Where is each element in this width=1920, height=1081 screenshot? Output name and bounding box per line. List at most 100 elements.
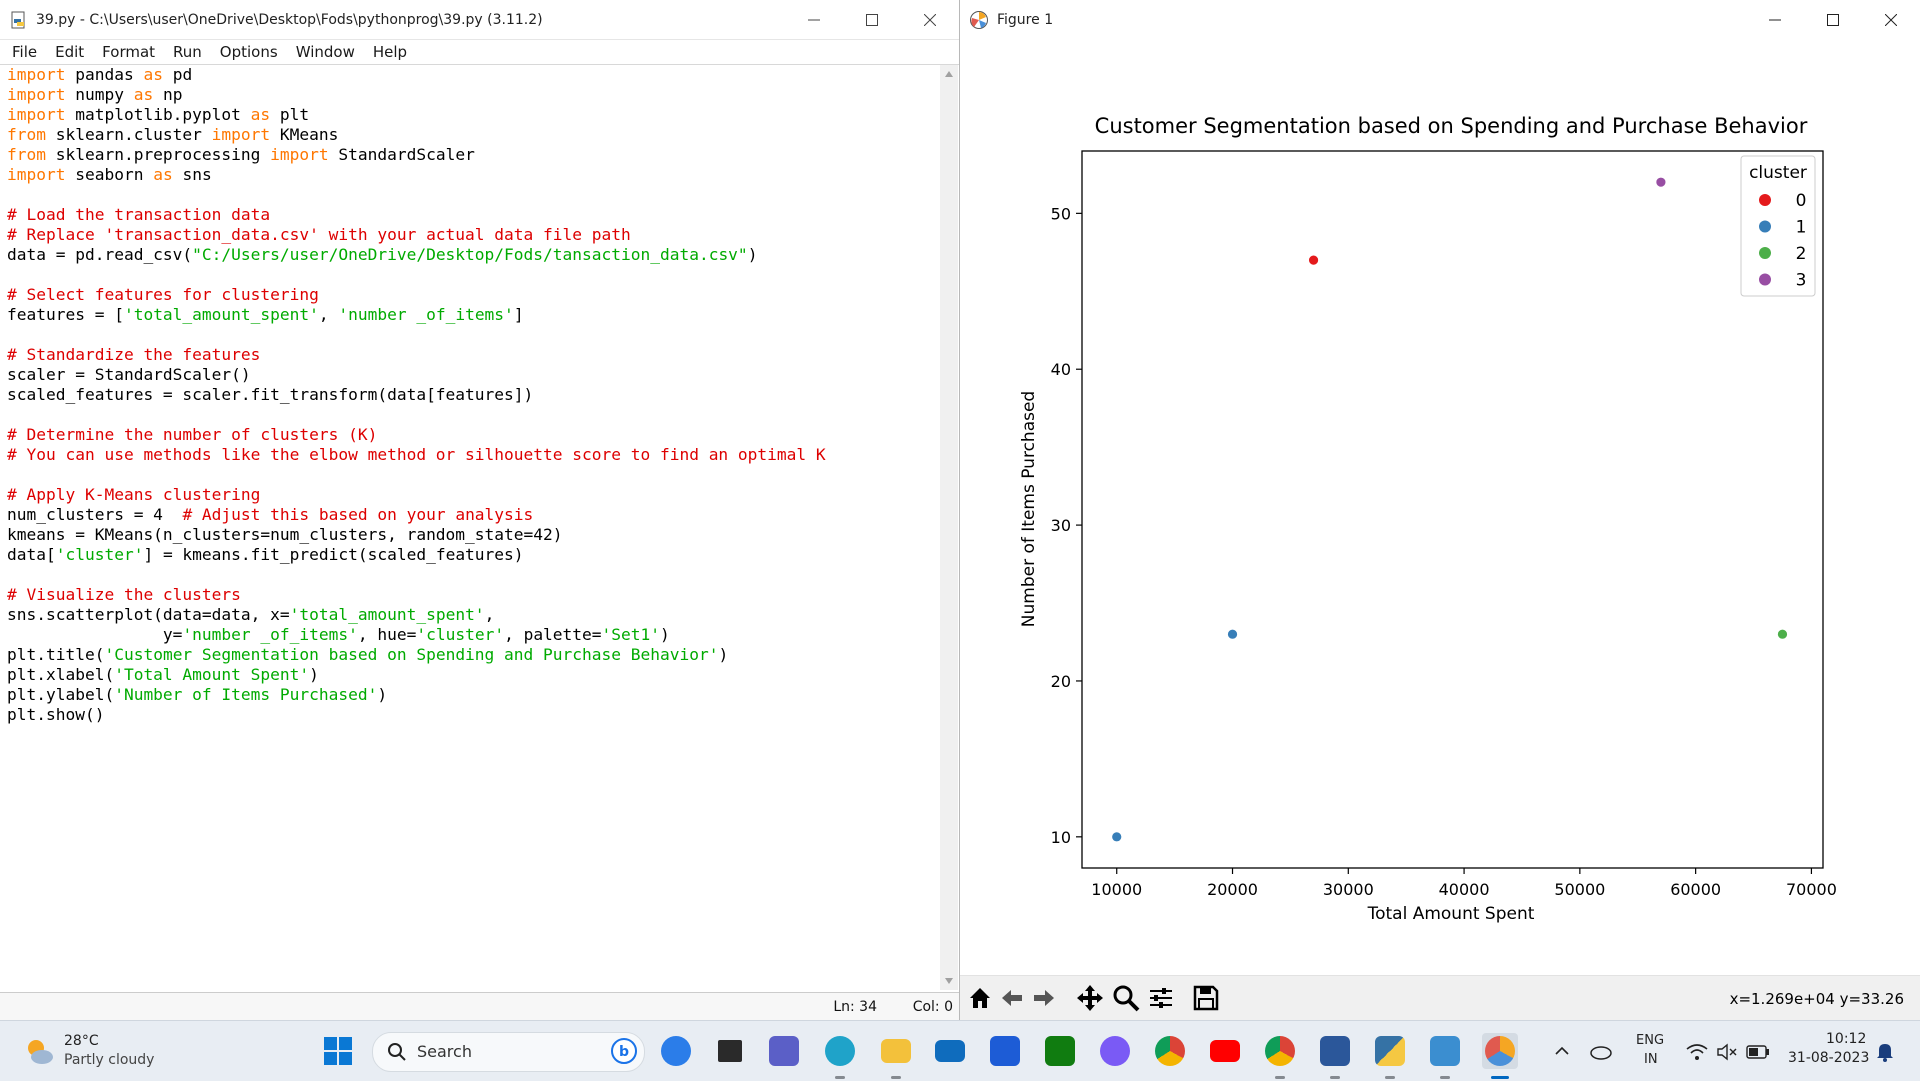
menu-run[interactable]: Run: [173, 43, 202, 61]
back-button[interactable]: [998, 984, 1026, 1012]
wifi-icon[interactable]: [1686, 1043, 1708, 1061]
code-line[interactable]: [7, 405, 940, 425]
python-app[interactable]: [1372, 1033, 1408, 1079]
figure-close-button[interactable]: [1862, 0, 1920, 39]
menu-edit[interactable]: Edit: [55, 43, 85, 61]
code-line[interactable]: import seaborn as sns: [7, 165, 940, 185]
code-line[interactable]: [7, 325, 940, 345]
scatter-chart[interactable]: Customer Segmentation based on Spending …: [960, 40, 1920, 975]
code-line[interactable]: import pandas as pd: [7, 65, 940, 85]
code-token: import: [270, 145, 329, 164]
language-code[interactable]: ENG: [1636, 1033, 1665, 1048]
legend: cluster 0 1 2 3: [1740, 155, 1816, 297]
code-line[interactable]: from sklearn.cluster import KMeans: [7, 125, 940, 145]
battery-icon[interactable]: [1746, 1045, 1770, 1059]
word-app[interactable]: [1317, 1033, 1353, 1079]
paint-app[interactable]: [1427, 1033, 1463, 1079]
code-line[interactable]: [7, 565, 940, 585]
taskbar-search[interactable]: Search b: [372, 1032, 645, 1072]
code-line[interactable]: # You can use methods like the elbow met…: [7, 445, 940, 465]
maximize-button[interactable]: [843, 0, 901, 39]
idle-titlebar[interactable]: 39.py - C:\Users\user\OneDrive\Desktop\F…: [0, 0, 959, 40]
code-line[interactable]: data['cluster'] = kmeans.fit_predict(sca…: [7, 545, 940, 565]
editor-scrollbar[interactable]: [940, 65, 958, 990]
code-token: plt.title(: [7, 645, 105, 664]
code-line[interactable]: # Visualize the clusters: [7, 585, 940, 605]
copilot-preview-app[interactable]: [658, 1033, 694, 1069]
menu-file[interactable]: File: [12, 43, 38, 61]
configure-subplots-button[interactable]: [1147, 984, 1175, 1012]
clock-date[interactable]: 31-08-2023: [1788, 1050, 1870, 1066]
code-line[interactable]: sns.scatterplot(data=data, x='total_amou…: [7, 605, 940, 625]
menu-help[interactable]: Help: [372, 43, 408, 61]
copilot-app[interactable]: [1097, 1033, 1133, 1069]
menu-options[interactable]: Options: [219, 43, 278, 61]
code-line[interactable]: plt.xlabel('Total Amount Spent'): [7, 665, 940, 685]
code-line[interactable]: [7, 465, 940, 485]
menu-format[interactable]: Format: [102, 43, 156, 61]
legend-entries: 0 1 2 3: [1759, 191, 1806, 291]
code-line[interactable]: plt.show(): [7, 705, 940, 725]
forward-button[interactable]: [1030, 984, 1058, 1012]
scatter-point-cluster-2: [1777, 628, 1788, 640]
code-line[interactable]: # Standardize the features: [7, 345, 940, 365]
matplotlib-figure-app[interactable]: [1482, 1033, 1518, 1079]
file-explorer-app[interactable]: [878, 1033, 914, 1079]
code-line[interactable]: # Load the transaction data: [7, 205, 940, 225]
start-button[interactable]: [320, 1033, 356, 1069]
vscode-app[interactable]: [987, 1033, 1023, 1069]
volume-muted-icon[interactable]: [1716, 1043, 1738, 1061]
scroll-down-arrow-icon[interactable]: [945, 978, 953, 984]
teams-chat-app[interactable]: [766, 1033, 802, 1069]
code-line[interactable]: [7, 265, 940, 285]
scroll-up-arrow-icon[interactable]: [945, 71, 953, 77]
figure-titlebar[interactable]: Figure 1: [960, 0, 1920, 39]
code-line[interactable]: # Determine the number of clusters (K): [7, 425, 940, 445]
code-line[interactable]: # Replace 'transaction_data.csv' with yo…: [7, 225, 940, 245]
code-editor[interactable]: import pandas as pd import numpy as np imp…: [0, 65, 940, 990]
mail-app[interactable]: [932, 1033, 968, 1069]
column-number: Col: 0: [912, 999, 953, 1015]
close-button[interactable]: [901, 0, 959, 39]
code-line[interactable]: y='number _of_items', hue='cluster', pal…: [7, 625, 940, 645]
xbox-app[interactable]: [1042, 1033, 1078, 1069]
chrome-profile-app[interactable]: [1262, 1033, 1298, 1079]
task-view-app[interactable]: [712, 1033, 748, 1069]
zoom-button[interactable]: [1112, 984, 1140, 1012]
code-token: "C:/Users/user/OneDrive/Desktop/Fods/tan…: [192, 245, 748, 264]
minimize-button[interactable]: [785, 0, 843, 39]
language-region[interactable]: IN: [1644, 1052, 1658, 1067]
task-view-icon: [718, 1040, 742, 1062]
code-line[interactable]: import numpy as np: [7, 85, 940, 105]
figure-minimize-button[interactable]: [1746, 0, 1804, 39]
weather-widget[interactable]: 28°C Partly cloudy: [22, 1031, 182, 1073]
code-token: , palette=: [504, 625, 602, 644]
back-arrow-icon: [1002, 990, 1022, 1006]
save-button[interactable]: [1192, 984, 1220, 1012]
code-line[interactable]: [7, 185, 940, 205]
chrome-profile-icon: [1265, 1036, 1295, 1066]
chevron-up-icon[interactable]: [1554, 1043, 1570, 1059]
code-line[interactable]: kmeans = KMeans(n_clusters=num_clusters,…: [7, 525, 940, 545]
edge-app[interactable]: [822, 1033, 858, 1079]
code-line[interactable]: scaler = StandardScaler(): [7, 365, 940, 385]
code-line[interactable]: # Select features for clustering: [7, 285, 940, 305]
home-button[interactable]: [966, 984, 994, 1012]
figure-maximize-button[interactable]: [1804, 0, 1862, 39]
code-line[interactable]: import matplotlib.pyplot as plt: [7, 105, 940, 125]
chrome-app[interactable]: [1152, 1033, 1188, 1069]
code-line[interactable]: plt.title('Customer Segmentation based o…: [7, 645, 940, 665]
code-line[interactable]: num_clusters = 4 # Adjust this based on …: [7, 505, 940, 525]
notification-bell-icon[interactable]: [1875, 1041, 1895, 1063]
code-line[interactable]: data = pd.read_csv("C:/Users/user/OneDri…: [7, 245, 940, 265]
clock-time[interactable]: 10:12: [1826, 1031, 1867, 1047]
pan-button[interactable]: [1076, 984, 1104, 1012]
code-line[interactable]: plt.ylabel('Number of Items Purchased'): [7, 685, 940, 705]
code-line[interactable]: scaled_features = scaler.fit_transform(d…: [7, 385, 940, 405]
code-line[interactable]: from sklearn.preprocessing import Standa…: [7, 145, 940, 165]
onedrive-icon[interactable]: [1588, 1041, 1614, 1063]
code-line[interactable]: features = ['total_amount_spent', 'numbe…: [7, 305, 940, 325]
menu-window[interactable]: Window: [295, 43, 355, 61]
code-line[interactable]: # Apply K-Means clustering: [7, 485, 940, 505]
youtube-app[interactable]: [1207, 1033, 1243, 1069]
